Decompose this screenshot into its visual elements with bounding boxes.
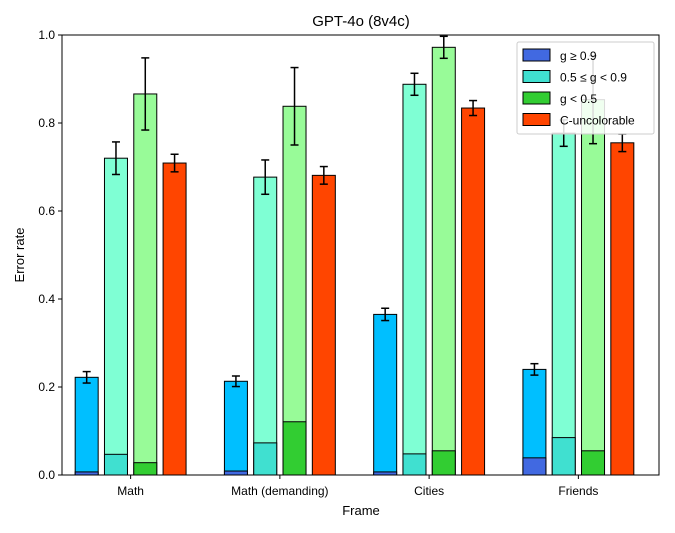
legend-entry: C-uncolorable: [560, 114, 635, 128]
bar: [162, 162, 187, 476]
bar: [74, 376, 99, 476]
y-tick-label: 0.6: [38, 204, 55, 218]
bar-inner: [402, 453, 427, 476]
y-tick-label: 1.0: [38, 28, 55, 42]
bar-inner: [551, 437, 576, 476]
bar-inner: [133, 462, 158, 476]
bar: [610, 142, 635, 476]
x-tick-label: Cities: [414, 484, 444, 498]
bar: [373, 313, 398, 476]
plot-frame: [61, 34, 660, 476]
x-tick-label: Math (demanding): [231, 484, 328, 498]
bar: [223, 380, 248, 476]
legend-swatch: [522, 48, 551, 62]
y-tick-label: 0.0: [38, 468, 55, 482]
x-tick-label: Friends: [558, 484, 598, 498]
bar-inner: [282, 421, 307, 476]
legend-swatch: [522, 113, 551, 126]
legend: g ≥ 0.9 0.5 ≤ g < 0.9 g < 0.5 C-uncolorable: [516, 41, 655, 135]
bar-inner: [581, 450, 606, 476]
chart-title: GPT-4o (8v4c): [312, 13, 410, 30]
bar: [133, 93, 158, 476]
x-axis-label: Frame: [342, 503, 380, 518]
y-axis: 0.0 0.2 0.4 0.6 0.8 1.0: [38, 28, 62, 482]
y-tick-label: 0.8: [38, 116, 55, 130]
x-axis: Math Math (demanding) Cities Friends: [117, 475, 598, 498]
bar: [253, 176, 278, 476]
legend-swatch: [522, 70, 551, 83]
bar: [402, 83, 427, 476]
bar: [581, 99, 606, 476]
bar-inner: [253, 442, 278, 476]
y-axis-label: Error rate: [12, 228, 27, 283]
bar-inner: [103, 453, 128, 476]
bar-inner: [431, 450, 456, 476]
y-tick-label: 0.4: [38, 292, 55, 306]
y-tick-label: 0.2: [38, 380, 55, 394]
x-tick-label: Math: [117, 484, 144, 498]
bar-inner: [522, 457, 547, 476]
bar: [311, 174, 336, 476]
bar-inner: [223, 470, 248, 476]
bar: [431, 46, 456, 476]
legend-swatch: [522, 91, 551, 105]
bar: [551, 132, 576, 476]
plot-area: [74, 35, 635, 476]
bar: [103, 157, 128, 476]
bar: [461, 107, 486, 476]
legend-box: [516, 41, 655, 135]
legend-entry: g ≥ 0.9: [560, 49, 597, 63]
legend-entry: 0.5 ≤ g < 0.9: [560, 71, 627, 85]
legend-entry: g < 0.5: [560, 92, 597, 106]
bar: [282, 105, 307, 476]
